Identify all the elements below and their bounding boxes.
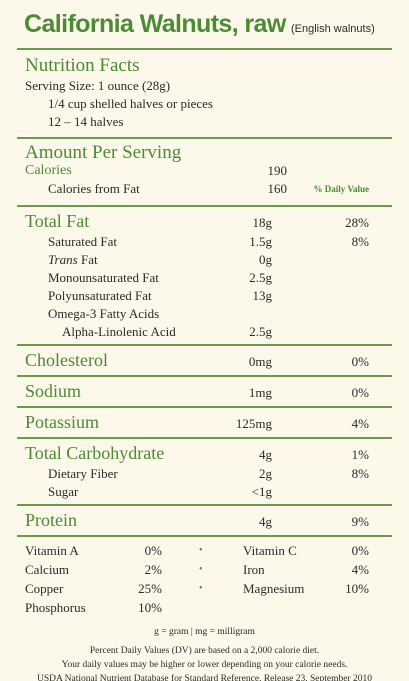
nutrient-label: Saturated Fat [48,234,117,249]
dv-heading: % Daily Value [313,184,369,194]
divider [17,437,392,439]
amount: 18g [252,215,273,230]
nutrient-label: Cholesterol [25,350,108,370]
vitamin-name: Magnesium [243,581,305,596]
subtitle: (English walnuts) [291,23,375,35]
amount: 0mg [248,354,272,369]
serving-line: Serving Size: 1 ounce (28g) [25,78,171,93]
amount: 125mg [235,416,272,431]
daily-value: 1% [351,447,369,462]
daily-value: 0% [351,354,369,369]
divider [17,375,392,377]
amount: 4g [259,514,272,529]
divider [17,137,392,139]
vitamin-dv: 0% [144,543,162,558]
nutrient-label: Omega-3 Fatty Acids [48,306,160,321]
unit: mg = milligram [195,627,255,637]
title: California Walnuts, raw [24,10,286,38]
vitamin-name: Phosphorus [25,600,86,615]
vitamin-dv: 10% [345,581,369,596]
daily-value: 4% [351,416,369,431]
daily-value: 28% [345,215,369,230]
daily-value: 0% [351,385,369,400]
units: g = gram | mg = milligram [0,627,409,637]
vitamin-name: Copper [25,581,64,596]
vitamin-name: Vitamin C [243,543,297,558]
footnote: USDA National Nutrient Database for Stan… [36,674,373,681]
serving-line: 1/4 cup shelled halves or pieces [48,96,213,111]
nutrient-label: Alpha-Linolenic Acid [62,324,176,339]
amount: 2.5g [249,324,272,339]
amount: 1mg [248,385,272,400]
daily-value: 9% [351,514,369,529]
nutrient-label: Fat [81,252,98,267]
divider [17,504,392,506]
divider [17,344,392,346]
divider [17,48,392,50]
footnote: Percent Daily Values (DV) are based on a… [89,646,320,656]
amount: 0g [259,252,272,267]
bullet: • [199,545,203,556]
nutrient-label: Monounsaturated Fat [48,270,159,285]
amount: 4g [259,447,272,462]
unit: g = gram [154,627,189,637]
nutrient-label: Potassium [25,412,100,432]
amount: 2.5g [249,270,272,285]
divider [17,205,392,207]
daily-value: 8% [351,234,369,249]
vitamin-name: Iron [243,562,265,577]
nutrient-label: Sodium [25,381,82,401]
calories-fat-amount: 160 [267,181,288,196]
nutrient-label-italic: Trans [48,252,78,267]
serving-line: 12 – 14 halves [48,114,124,129]
separator: | [188,627,196,637]
vitamin-dv: 25% [138,581,162,596]
amount: <1g [251,484,272,499]
divider [17,535,392,537]
facts-heading: Nutrition Facts [25,55,140,76]
amount: 13g [252,288,273,303]
vitamin-name: Vitamin A [25,543,79,558]
daily-value: 8% [351,466,369,481]
vitamin-dv: 0% [351,543,369,558]
vitamin-name: Calcium [25,562,70,577]
calories-fat-label: Calories from Fat [48,181,140,196]
bullet: • [199,564,203,575]
calories-label: Calories [25,163,72,178]
nutrient-label: Sugar [48,484,79,499]
nutrient-label: Polyunsaturated Fat [48,288,152,303]
footnote: Your daily values may be higher or lower… [61,660,348,670]
divider [17,406,392,408]
amount: 1.5g [249,234,272,249]
calories-amount: 190 [267,163,288,178]
nutrient-label: Total Fat [25,211,90,231]
nutrient-label: Total Carbohydrate [25,443,165,463]
amount: 2g [259,466,272,481]
amount-heading: Amount Per Serving [25,142,182,163]
vitamin-dv: 10% [138,600,162,615]
bullet: • [199,583,203,594]
vitamin-dv: 2% [144,562,162,577]
vitamin-dv: 4% [351,562,369,577]
nutrient-label: Protein [25,510,77,530]
nutrient-label: Dietary Fiber [48,466,118,481]
